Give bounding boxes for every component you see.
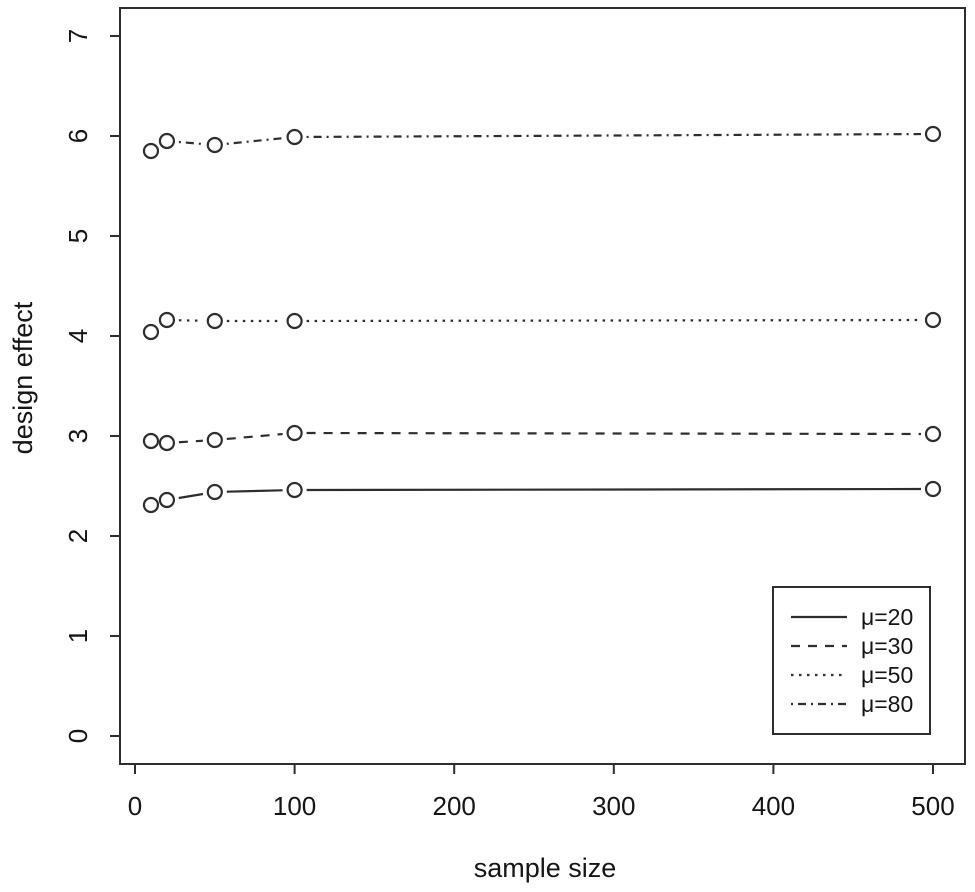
series-segment <box>306 132 922 139</box>
data-point-marker <box>924 125 942 143</box>
chart-legend: μ=20 μ=30 μ=50 μ=80 <box>772 586 931 735</box>
data-point-marker <box>158 311 176 329</box>
y-tick-label: 1 <box>63 629 93 643</box>
y-tick-label: 5 <box>63 229 93 243</box>
data-point-marker <box>158 132 176 150</box>
series-segment <box>226 489 283 493</box>
series-segment <box>306 318 922 323</box>
data-point-marker <box>206 431 223 449</box>
data-point-marker <box>286 128 303 146</box>
plot-box <box>119 7 966 765</box>
data-point-marker <box>158 434 176 452</box>
y-axis: 0 1 2 3 4 5 6 7 <box>63 29 120 743</box>
data-point-marker <box>142 432 160 450</box>
data-point-marker <box>924 425 942 443</box>
x-axis: 0 100 200 300 400 500 <box>128 764 955 821</box>
x-tick-label: 500 <box>911 791 954 821</box>
x-tick-label: 100 <box>273 791 316 821</box>
series-segment <box>306 431 922 436</box>
legend-label: μ=80 <box>861 691 913 717</box>
data-point-marker <box>924 480 942 498</box>
data-point-marker <box>142 496 160 514</box>
legend-item: μ=30 <box>791 633 913 659</box>
data-point-marker <box>142 142 160 160</box>
series-segment <box>178 492 204 500</box>
legend-item: μ=80 <box>791 691 913 717</box>
data-point-marker <box>206 312 223 330</box>
y-tick-label: 2 <box>63 529 93 543</box>
data-point-marker <box>206 483 223 501</box>
legend-item: μ=50 <box>791 662 913 688</box>
data-point-marker <box>286 312 303 330</box>
data-point-marker <box>286 424 303 442</box>
legend-item: μ=20 <box>791 604 913 630</box>
data-point-marker <box>142 323 160 341</box>
y-tick-label: 6 <box>63 129 93 143</box>
y-tick-label: 4 <box>63 329 93 343</box>
series-segment <box>306 487 922 492</box>
series-mu-30 <box>142 424 942 452</box>
legend-label: μ=20 <box>861 604 913 630</box>
legend-box <box>772 586 931 735</box>
series-segment <box>178 140 203 146</box>
data-point-marker <box>286 481 303 499</box>
x-tick-label: 0 <box>128 791 142 821</box>
y-tick-label: 0 <box>63 729 93 743</box>
x-axis-title: sample size <box>474 853 617 883</box>
data-point-marker <box>206 136 223 154</box>
y-axis-title: design effect <box>8 301 38 454</box>
legend-label: μ=30 <box>861 633 913 659</box>
x-tick-label: 300 <box>592 791 635 821</box>
series-mu-20 <box>142 480 942 514</box>
series-mu-80 <box>142 125 942 160</box>
series-segment <box>178 439 203 444</box>
data-point-marker <box>924 311 942 329</box>
series-segment <box>226 432 283 441</box>
legend-label: μ=50 <box>861 662 913 688</box>
data-point-marker <box>158 491 176 509</box>
x-tick-label: 400 <box>752 791 795 821</box>
series-segment <box>226 137 283 145</box>
x-tick-label: 200 <box>433 791 476 821</box>
y-tick-label: 7 <box>63 29 93 43</box>
series-mu-50 <box>142 311 942 341</box>
y-tick-label: 3 <box>63 429 93 443</box>
